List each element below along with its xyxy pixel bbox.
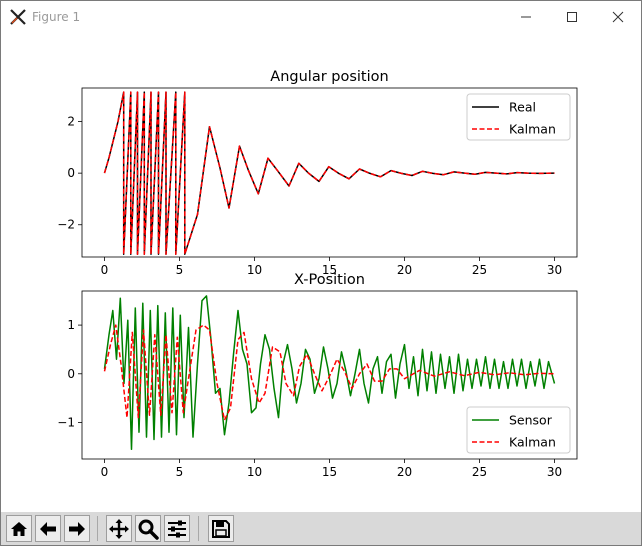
plot1-title: Angular position: [270, 69, 388, 85]
plot2-y-tick-label: −1: [57, 415, 75, 429]
forward-arrow-icon: [69, 521, 85, 536]
save-button[interactable]: [208, 515, 234, 542]
plot2-x-tick-label: 30: [547, 465, 562, 479]
plot2-x-tick-label: 20: [397, 465, 412, 479]
maximize-icon: [567, 11, 577, 22]
plot1-x-tick-label: 25: [472, 263, 487, 277]
plot2-title: X-Position: [294, 272, 365, 288]
navigation-toolbar: [1, 512, 641, 545]
title-bar[interactable]: Figure 1: [1, 1, 641, 32]
forward-button[interactable]: [64, 515, 90, 542]
plot1-legend-label-kalman: Kalman: [509, 122, 556, 137]
plot2-x-tick-label: 5: [176, 465, 184, 479]
app-logo-icon: [10, 9, 26, 25]
plot1-series-kalman-line: [103, 91, 555, 255]
plot1-x-tick-label: 20: [397, 263, 412, 277]
zoom-button[interactable]: [135, 515, 161, 542]
plot1-x-tick-label: 5: [176, 263, 184, 277]
plot2-x-tick-label: 15: [322, 465, 337, 479]
plot1-y-tick-label: 0: [67, 166, 75, 180]
plot1-legend-box: [466, 93, 571, 141]
plot1-y-tick-label: 2: [67, 115, 75, 129]
plot2-y-tick-label: 1: [67, 318, 75, 332]
minimize-button[interactable]: [503, 1, 549, 32]
back-button[interactable]: [35, 515, 61, 542]
plot1-x-tick-label: 15: [322, 263, 337, 277]
pan-move-icon: [109, 518, 129, 539]
plot1-y-tick-label: −2: [57, 218, 75, 232]
maximize-button[interactable]: [549, 1, 595, 32]
plot2-x-tick-label: 25: [472, 465, 487, 479]
figure-canvas[interactable]: 0 5 10 15 20 25 30 −2 0 2 Angular position Real Kalm…: [1, 32, 641, 512]
plot1-x-tick-label: 30: [547, 263, 562, 277]
home-icon: [11, 521, 27, 536]
back-arrow-icon: [40, 521, 56, 536]
pan-button[interactable]: [106, 515, 132, 542]
close-icon: [612, 11, 624, 22]
configure-subplots-button[interactable]: [164, 515, 190, 542]
close-button[interactable]: [595, 1, 641, 32]
plot1-legend-label-real: Real: [509, 100, 536, 115]
plot2-legend-label-sensor: Sensor: [509, 413, 553, 428]
plot2-legend-box: [466, 406, 571, 454]
plot2-series-kalman-line: [103, 324, 555, 421]
window-title: Figure 1: [32, 10, 81, 24]
plot2-series-sensor-line: [103, 295, 556, 451]
plot1-x-tick-label: 0: [101, 263, 109, 277]
plot2-legend-label-kalman: Kalman: [509, 435, 556, 450]
plot2-x-tick-label: 0: [101, 465, 109, 479]
home-button[interactable]: [6, 515, 32, 542]
configure-subplots-icon: [168, 520, 186, 537]
zoom-magnifier-icon: [138, 519, 159, 540]
toolbar-separator: [97, 516, 98, 541]
plot2-y-tick-label: 0: [67, 367, 75, 381]
minimize-icon: [521, 16, 531, 17]
save-floppy-icon: [212, 519, 230, 538]
plot2-x-tick-label: 10: [247, 465, 262, 479]
toolbar-separator: [198, 516, 199, 541]
plot1-x-tick-label: 10: [247, 263, 262, 277]
